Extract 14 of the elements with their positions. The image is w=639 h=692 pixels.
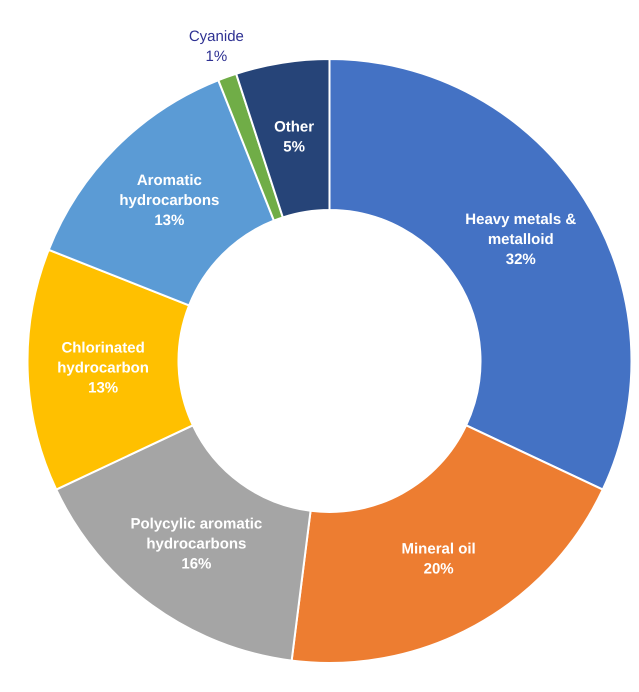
slice-label: Polycylic aromatic hydrocarbons bbox=[130, 515, 262, 552]
data-label: 20% bbox=[424, 560, 454, 578]
slice-label: Chlorinated hydrocarbon bbox=[57, 339, 149, 376]
data-label: 13% bbox=[154, 212, 184, 229]
data-label: 5% bbox=[283, 138, 305, 156]
data-label: 16% bbox=[181, 555, 212, 572]
slice-label: Mineral oil bbox=[402, 540, 476, 558]
data-label: 32% bbox=[506, 250, 536, 268]
slice-label: Aromatic hydrocarbons bbox=[119, 172, 220, 209]
slice-label: Heavy metals & metalloid bbox=[465, 210, 576, 248]
data-label: 13% bbox=[88, 379, 118, 396]
data-label: 1% bbox=[206, 48, 228, 65]
slice-label: Cyanide bbox=[188, 28, 244, 45]
slice-label: Other bbox=[274, 118, 314, 136]
